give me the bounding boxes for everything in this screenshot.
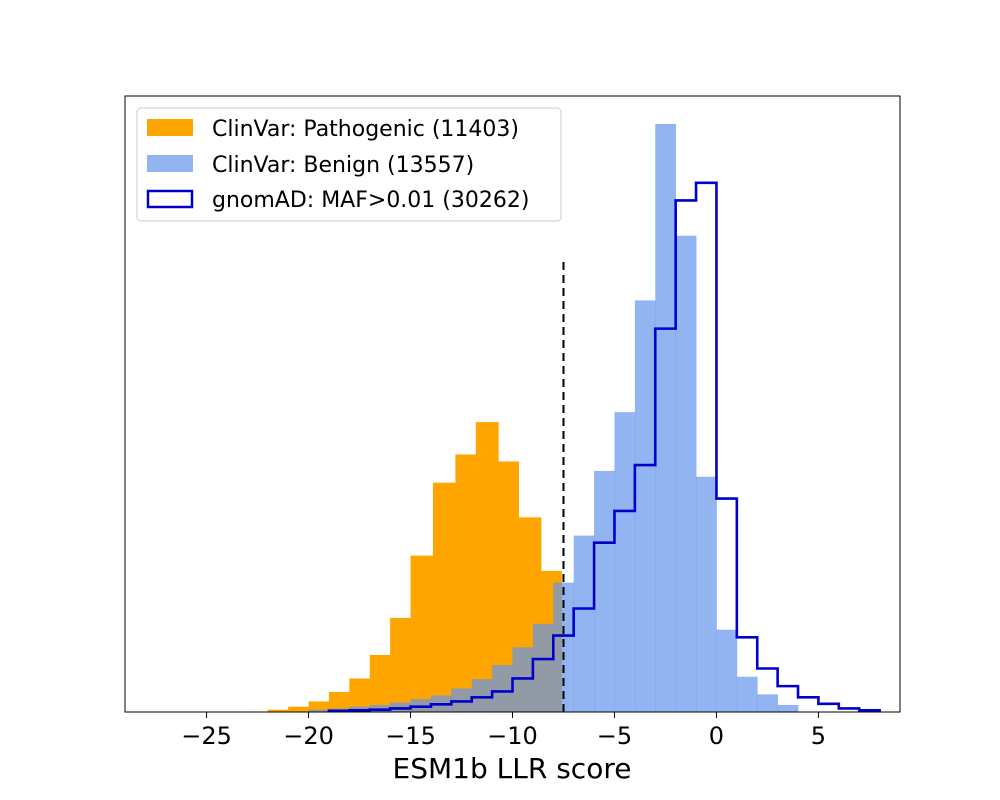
x-tick-label: −25 <box>181 722 232 750</box>
bar-benign-0 <box>308 709 330 712</box>
bar-benign-23 <box>777 704 799 712</box>
gnomad-step-outline <box>327 181 881 713</box>
x-tick-label: 0 <box>709 722 724 750</box>
x-tick-label: 5 <box>811 722 826 750</box>
bar-benign-18 <box>675 235 697 712</box>
legend-swatch-benign <box>147 155 193 172</box>
legend-label-gnomad: gnomAD: MAF>0.01 (30262) <box>212 188 529 213</box>
legend-swatch-pathogenic <box>147 119 193 136</box>
bar-pathogenic-4 <box>349 678 371 712</box>
x-tick-label: −15 <box>385 722 436 750</box>
bar-benign-21 <box>736 676 758 712</box>
x-tick-label: −5 <box>597 722 632 750</box>
bar-pathogenic-3 <box>328 692 350 712</box>
legend: ClinVar: Pathogenic (11403) ClinVar: Ben… <box>136 107 562 222</box>
step-line-gnomad <box>327 181 881 713</box>
bar-pathogenic-10 <box>475 422 499 712</box>
bar-pathogenic-7 <box>410 555 434 712</box>
bar-benign-16 <box>634 300 656 712</box>
legend-label-benign: ClinVar: Benign (13557) <box>212 153 474 178</box>
x-tick-label: −20 <box>283 722 334 750</box>
bar-benign-11 <box>532 623 554 712</box>
bar-pathogenic-1 <box>288 706 309 712</box>
bar-pathogenic-8 <box>432 482 456 712</box>
bar-pathogenic-9 <box>455 454 477 712</box>
x-axis: −25 −20 −15 −10 −5 0 5 <box>181 712 826 750</box>
legend-swatch-gnomad <box>146 189 194 209</box>
bar-benign-17 <box>655 124 677 712</box>
bar-benign-19 <box>696 476 717 712</box>
bar-benign-9 <box>492 664 513 712</box>
bar-pathogenic-2 <box>308 701 330 712</box>
x-axis-label: ESM1b LLR score <box>393 752 632 785</box>
bar-pathogenic-6 <box>390 617 411 712</box>
bar-benign-14 <box>594 470 615 712</box>
bar-benign-15 <box>614 412 636 712</box>
bar-pathogenic-5 <box>369 654 391 712</box>
bar-benign-12 <box>553 582 575 712</box>
bar-benign-20 <box>716 629 738 712</box>
legend-box <box>136 107 562 222</box>
bar-pathogenic-0 <box>267 709 289 712</box>
bar-benign-22 <box>757 694 779 712</box>
bar-benign-8 <box>471 679 493 712</box>
x-tick-label: −10 <box>487 722 538 750</box>
legend-label-pathogenic: ClinVar: Pathogenic (11403) <box>212 117 519 142</box>
bar-benign-13 <box>573 535 595 712</box>
